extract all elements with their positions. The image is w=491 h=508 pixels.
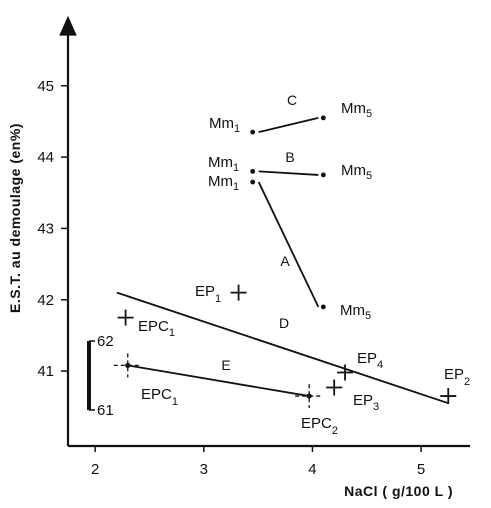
label-ep4: EP4 (357, 350, 383, 371)
label-mm5-a: Mm5 (340, 302, 371, 322)
data-point (320, 172, 326, 178)
y-tick-label: 41 (37, 363, 54, 380)
label-epc1-lower: EPC1 (141, 386, 178, 408)
y-ticks: 41 42 43 44 45 (37, 78, 68, 380)
x-axis-label: NaCl ( g/100 L ) (344, 483, 453, 499)
label-ep1: EP1 (195, 283, 221, 305)
group-letter-a: A (280, 253, 290, 269)
cross-marker (326, 379, 343, 396)
x-tick-label: 2 (91, 461, 99, 478)
label-ep3: EP3 (353, 392, 379, 413)
label-mm1-c: Mm1 (209, 115, 240, 135)
cross-marker (440, 388, 457, 405)
label-mm5-c: Mm5 (341, 100, 372, 120)
line-group-c (258, 116, 319, 134)
y-tick-label: 45 (37, 78, 54, 95)
data-point (250, 129, 256, 135)
group-letter-d: D (279, 315, 289, 331)
label-epc2: EPC2 (301, 415, 338, 437)
line-group-e (127, 364, 310, 397)
cross-marker (117, 309, 134, 326)
y-tick-label: 42 (37, 292, 54, 309)
group-letter-c: C (287, 92, 297, 108)
data-points (250, 115, 326, 310)
group-letter-e: E (221, 357, 230, 373)
data-point (250, 168, 256, 174)
label-mm5-b: Mm5 (341, 162, 372, 182)
y-tick-label: 44 (37, 149, 54, 166)
label-mm1-a: Mm1 (208, 173, 239, 193)
line-group-a (257, 181, 320, 308)
label-epc1-upper: EPC1 (138, 318, 175, 339)
y-tick-label: 43 (37, 220, 54, 237)
x-tick-label: 4 (308, 461, 316, 478)
x-tick-label: 3 (200, 461, 208, 478)
data-point (320, 115, 326, 121)
label-ep2: EP2 (444, 366, 470, 388)
dashed-cross-marker (113, 353, 142, 378)
x-ticks: 2 3 4 5 (91, 446, 425, 478)
cross-markers (113, 284, 457, 409)
group-letter-b: B (285, 149, 294, 165)
x-tick-label: 5 (417, 461, 425, 478)
data-point (250, 179, 256, 185)
dashed-cross-marker (295, 384, 324, 409)
range-bar-bottom-label: 61 (97, 402, 114, 419)
y-axis-label: E.S.T. au demoulage (en%) (7, 123, 23, 313)
line-group-d (116, 291, 449, 405)
cross-marker (230, 284, 247, 301)
line-group-b (258, 170, 319, 176)
data-point (320, 304, 326, 310)
cross-marker (337, 364, 354, 381)
label-mm1-b: Mm1 (208, 154, 239, 174)
range-bar-top-label: 62 (97, 333, 114, 350)
range-bar (87, 340, 95, 411)
